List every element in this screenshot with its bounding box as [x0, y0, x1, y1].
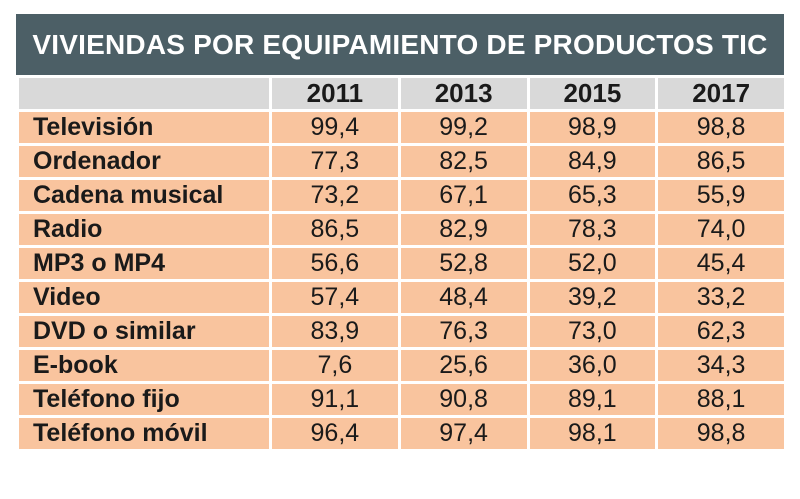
table-row: E-book 7,6 25,6 36,0 34,3 [16, 347, 787, 384]
table-cell-value: 7,6 [269, 347, 401, 384]
column-header: 2013 [397, 75, 530, 112]
table-cell-value: 57,4 [269, 279, 401, 316]
row-label: Radio [16, 211, 272, 248]
header-corner [16, 75, 272, 112]
column-header: 2017 [655, 75, 787, 112]
table-cell-value: 52,0 [526, 245, 659, 282]
table-cell-value: 84,9 [526, 143, 659, 180]
table-cell-value: 62,3 [655, 313, 787, 350]
table-cell-value: 88,1 [655, 381, 787, 418]
table-row: Teléfono fijo 91,1 90,8 89,1 88,1 [16, 381, 787, 418]
table-cell-value: 82,5 [397, 143, 530, 180]
column-header: 2011 [269, 75, 401, 112]
row-label: DVD o similar [16, 313, 272, 350]
table-cell-value: 33,2 [655, 279, 787, 316]
row-label: E-book [16, 347, 272, 384]
row-label: Teléfono fijo [16, 381, 272, 418]
table-cell-value: 96,4 [269, 415, 401, 452]
table-cell-value: 77,3 [269, 143, 401, 180]
table-row: Televisión 99,4 99,2 98,9 98,8 [16, 109, 787, 146]
table-cell-value: 78,3 [526, 211, 659, 248]
table-cell-value: 55,9 [655, 177, 787, 214]
table-cell-value: 65,3 [526, 177, 659, 214]
row-label: Televisión [16, 109, 272, 146]
table-cell-value: 48,4 [397, 279, 530, 316]
column-header: 2015 [526, 75, 659, 112]
table-cell-value: 39,2 [526, 279, 659, 316]
table-cell-value: 25,6 [397, 347, 530, 384]
row-label: Video [16, 279, 272, 316]
row-label: Teléfono móvil [16, 415, 272, 452]
table-cell-value: 90,8 [397, 381, 530, 418]
table-cell-value: 34,3 [655, 347, 787, 384]
data-table: VIVIENDAS POR EQUIPAMIENTO DE PRODUCTOS … [16, 14, 787, 484]
row-label: Ordenador [16, 143, 272, 180]
table-row: Ordenador 77,3 82,5 84,9 86,5 [16, 143, 787, 180]
table-row: MP3 o MP4 56,6 52,8 52,0 45,4 [16, 245, 787, 282]
table-cell-value: 91,1 [269, 381, 401, 418]
header-row: 2011 2013 2015 2017 [16, 75, 787, 112]
table-cell-value: 73,0 [526, 313, 659, 350]
table-row: Video 57,4 48,4 39,2 33,2 [16, 279, 787, 316]
table-cell-value: 52,8 [397, 245, 530, 282]
table-cell-value: 98,1 [526, 415, 659, 452]
table-cell-value: 99,2 [397, 109, 530, 146]
table-cell-value: 98,8 [655, 415, 787, 452]
row-label: Cadena musical [16, 177, 272, 214]
table-title: VIVIENDAS POR EQUIPAMIENTO DE PRODUCTOS … [16, 14, 784, 75]
table-cell-value: 86,5 [269, 211, 401, 248]
row-label: MP3 o MP4 [16, 245, 272, 282]
table-cell-value: 36,0 [526, 347, 659, 384]
table-cell-value: 73,2 [269, 177, 401, 214]
table-body: Televisión 99,4 99,2 98,9 98,8 Ordenador 77,3 8… [16, 109, 787, 452]
table-cell-value: 99,4 [269, 109, 401, 146]
table-cell-value: 83,9 [269, 313, 401, 350]
table-grid: 2011 2013 2015 2017 Televisión 99,4 99,2 98… [16, 75, 787, 452]
table-cell-value: 97,4 [397, 415, 530, 452]
table-cell-value: 67,1 [397, 177, 530, 214]
table-cell-value: 82,9 [397, 211, 530, 248]
table-cell-value: 76,3 [397, 313, 530, 350]
table-cell-value: 98,8 [655, 109, 787, 146]
table-cell-value: 74,0 [655, 211, 787, 248]
table-row: Radio 86,5 82,9 78,3 74,0 [16, 211, 787, 248]
table-cell-value: 98,9 [526, 109, 659, 146]
table-row: Teléfono móvil 96,4 97,4 98,1 98,8 [16, 415, 787, 452]
table-row: DVD o similar 83,9 76,3 73,0 62,3 [16, 313, 787, 350]
table-row: Cadena musical 73,2 67,1 65,3 55,9 [16, 177, 787, 214]
table-cell-value: 89,1 [526, 381, 659, 418]
table-cell-value: 45,4 [655, 245, 787, 282]
table-cell-value: 86,5 [655, 143, 787, 180]
table-cell-value: 56,6 [269, 245, 401, 282]
